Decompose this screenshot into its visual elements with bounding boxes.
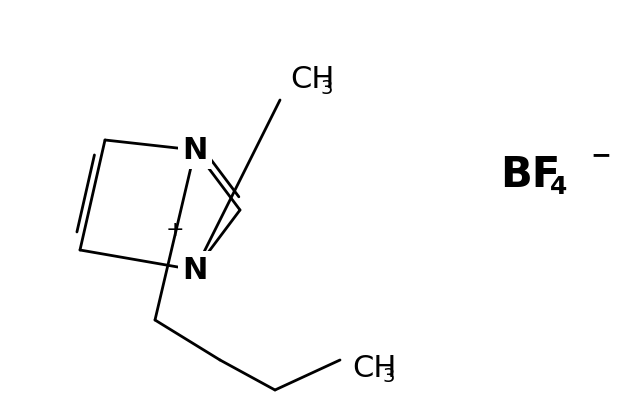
Text: N: N xyxy=(182,135,208,165)
Text: 3: 3 xyxy=(320,78,332,98)
Text: CH: CH xyxy=(352,354,396,383)
Text: 4: 4 xyxy=(550,175,568,199)
Text: N: N xyxy=(182,256,208,285)
Text: +: + xyxy=(166,220,184,240)
Text: BF: BF xyxy=(500,154,560,196)
Text: CH: CH xyxy=(290,65,334,95)
Text: −: − xyxy=(590,143,611,167)
Text: 3: 3 xyxy=(382,367,394,385)
